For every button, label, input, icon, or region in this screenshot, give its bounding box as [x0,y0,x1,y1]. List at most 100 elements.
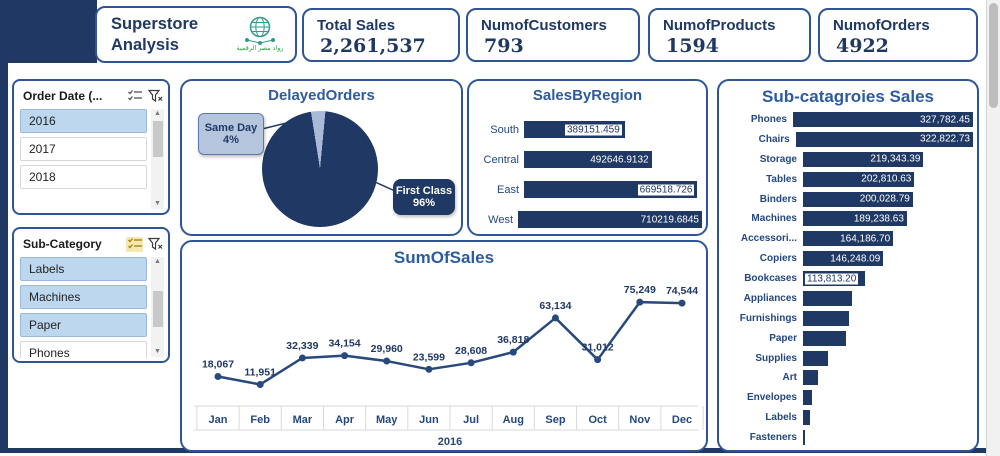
data-point[interactable] [594,356,602,364]
value-label: 389151.459 [564,124,622,135]
data-point[interactable] [467,359,475,367]
x-axis-label: Apr [335,414,355,426]
value-label: 202,810.63 [861,173,912,185]
category-label: Paper [769,332,797,344]
sub-categories-sales-chart: Sub-catagroies Sales Phones 327,782.45 Cha… [717,79,979,452]
scrollbar-thumb[interactable] [152,121,163,157]
sales-line [217,300,683,386]
value-label: 164,186.70 [840,233,891,245]
bar-row: Furnishings [723,310,973,326]
scrollbar-thumb[interactable] [152,291,163,327]
data-label: 63,134 [539,300,571,312]
bar[interactable] [803,310,850,326]
data-point[interactable] [425,365,433,373]
category-label: Phones [750,114,787,125]
bar[interactable]: 710219.6845 [518,211,702,228]
x-axis-label: Sep [545,414,565,426]
first-class-callout: First Class 96% [393,179,455,215]
data-point[interactable] [256,380,264,388]
bar[interactable]: 219,343.39 [803,151,924,167]
dashboard-title-line1: Superstore [111,14,199,33]
bar-track: 219,343.39 [803,151,973,167]
scroll-up-icon[interactable]: ▲ [154,110,161,117]
company-logo: رواد مصر الرقمية [231,16,289,53]
kpi-label: Total Sales [317,17,396,34]
page-scrollbar-thumb[interactable] [989,3,998,108]
data-label: 18,067 [202,359,234,371]
value-label: 669518.726 [637,184,695,195]
clear-filter-icon[interactable] [146,237,163,252]
bar-track: 389151.459 [524,121,702,138]
data-label: 28,608 [455,345,487,357]
bar[interactable] [803,290,852,306]
category-label: Supplies [755,352,797,364]
bar[interactable] [803,430,805,445]
bar-row: West 710219.6845 [473,211,702,228]
bar-track [803,390,973,406]
bar[interactable] [803,410,810,426]
value-label: 200,028.79 [859,193,910,205]
kpi-label: NumofOrders [833,17,930,34]
bar[interactable] [803,390,812,406]
select-values-icon[interactable] [126,89,143,104]
kpi-value: 1594 [666,35,719,57]
data-point[interactable] [341,352,349,360]
bar[interactable]: 200,028.79 [803,191,913,207]
data-point[interactable] [636,298,644,306]
value-label: 113,813.20 [805,273,859,284]
slicer-item-2018[interactable]: 2018 [20,165,147,189]
bar[interactable]: 189,238.63 [803,211,907,227]
data-point[interactable] [509,348,517,356]
bar-track: 200,028.79 [803,191,973,207]
category-label: Appliances [743,292,797,304]
slicer-item-machines[interactable]: Machines [20,285,147,309]
slicer-scrollbar[interactable]: ▲ ▼ [151,109,164,209]
scroll-down-icon[interactable]: ▼ [154,200,161,207]
dashboard-title: Superstore Analysis [111,14,231,55]
bar[interactable]: 146,248.09 [803,251,884,267]
bar[interactable] [803,330,846,346]
page-scrollbar[interactable] [986,0,1000,456]
bar[interactable] [803,350,829,366]
bar-track [803,370,973,386]
slicer-item-2016[interactable]: 2016 [20,109,147,133]
kpi-label: NumofCustomers [481,17,607,34]
scroll-down-icon[interactable]: ▼ [154,348,161,355]
globe-network-icon [231,16,289,46]
kpi-label: NumofProducts [663,17,776,34]
slice-label: Same Day [204,122,258,134]
bar[interactable]: 113,813.20 [803,271,866,286]
data-point[interactable] [551,314,559,322]
bar-row: East 669518.726 [473,181,702,198]
bar[interactable]: 669518.726 [524,181,698,198]
clear-filter-icon[interactable] [146,89,163,104]
category-label: Central [483,153,519,166]
bar[interactable]: 327,782.45 [793,112,973,127]
slicer-item-paper[interactable]: Paper [20,313,147,337]
category-label: Bookcases [744,273,797,284]
slicer-item-labels[interactable]: Labels [20,257,147,281]
order-date-slicer: Order Date (... 2016 2017 2018 ▲ ▼ [12,79,170,215]
slicer-item-phones[interactable]: Phones [20,341,147,358]
bar-row: Appliances [723,290,973,306]
slicer-item-2017[interactable]: 2017 [20,137,147,161]
select-values-icon[interactable] [126,236,143,252]
category-label: Binders [759,193,797,205]
bar-track: 164,186.70 [803,231,973,247]
bar[interactable]: 389151.459 [524,121,625,138]
pie-chart[interactable] [262,111,378,227]
bar[interactable] [803,370,818,386]
data-point[interactable] [214,373,222,381]
data-point[interactable] [678,299,686,307]
bar-track [803,310,973,326]
bar[interactable]: 492646.9132 [524,151,652,168]
bar-track: 327,782.45 [793,112,973,127]
data-point[interactable] [383,357,391,365]
bar[interactable]: 202,810.63 [803,171,915,187]
data-point[interactable] [298,354,306,362]
slicer-scrollbar[interactable]: ▲ ▼ [151,257,164,357]
scroll-up-icon[interactable]: ▲ [154,258,161,265]
bar[interactable]: 164,186.70 [803,231,894,247]
bar[interactable]: 322,822.73 [795,131,973,147]
bar-row: South 389151.459 [473,121,702,138]
